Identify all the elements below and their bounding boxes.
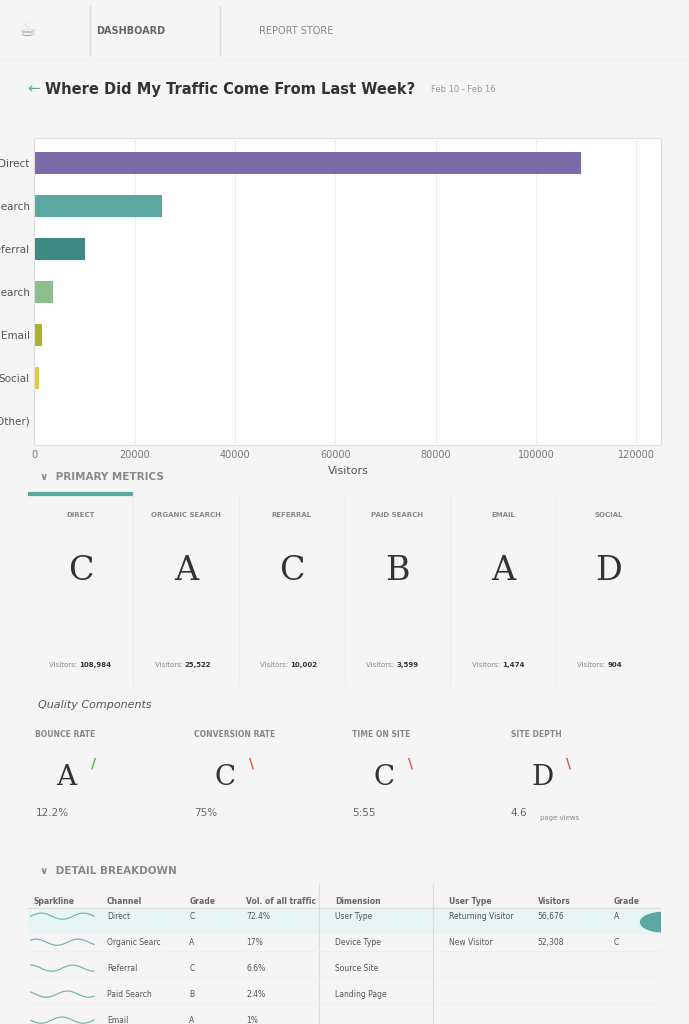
Text: Direct: Direct bbox=[107, 911, 130, 921]
Text: User Type: User Type bbox=[449, 897, 492, 905]
Circle shape bbox=[641, 912, 689, 932]
Text: B: B bbox=[385, 555, 409, 587]
Text: Visitors:: Visitors: bbox=[577, 662, 608, 668]
Text: 56,676: 56,676 bbox=[538, 911, 564, 921]
Text: 17%: 17% bbox=[246, 938, 263, 946]
Text: SOCIAL: SOCIAL bbox=[595, 512, 623, 518]
Text: Where Did My Traffic Come From Last Week?: Where Did My Traffic Come From Last Week… bbox=[45, 82, 415, 96]
Text: Visitors:: Visitors: bbox=[471, 662, 502, 668]
Text: A: A bbox=[614, 911, 619, 921]
Text: \: \ bbox=[408, 757, 413, 771]
Text: 2.4%: 2.4% bbox=[246, 989, 265, 998]
Bar bbox=[34, 196, 163, 217]
Text: 4.6: 4.6 bbox=[511, 808, 528, 818]
Text: Sparkline: Sparkline bbox=[34, 897, 75, 905]
Bar bbox=[34, 239, 85, 260]
Text: BOUNCE RATE: BOUNCE RATE bbox=[36, 730, 96, 739]
Text: A: A bbox=[189, 938, 194, 946]
Text: \: \ bbox=[566, 757, 571, 771]
Text: B: B bbox=[189, 989, 194, 998]
Text: C: C bbox=[373, 764, 394, 791]
Bar bbox=[34, 282, 52, 302]
Text: 108,984: 108,984 bbox=[79, 662, 112, 668]
Bar bbox=[34, 153, 581, 174]
Text: C: C bbox=[68, 555, 93, 587]
Text: C: C bbox=[189, 964, 194, 973]
Text: Referral: Referral bbox=[107, 964, 137, 973]
Text: PAID SEARCH: PAID SEARCH bbox=[371, 512, 423, 518]
Text: A: A bbox=[189, 1016, 194, 1024]
Text: 904: 904 bbox=[608, 662, 622, 668]
Text: ORGANIC SEARCH: ORGANIC SEARCH bbox=[151, 512, 221, 518]
Text: 5:55: 5:55 bbox=[353, 808, 376, 818]
Text: Vol. of all traffic: Vol. of all traffic bbox=[246, 897, 316, 905]
Text: 75%: 75% bbox=[194, 808, 217, 818]
Bar bbox=[34, 367, 39, 388]
Text: C: C bbox=[614, 938, 619, 946]
Text: DASHBOARD: DASHBOARD bbox=[96, 26, 165, 36]
Text: Grade: Grade bbox=[614, 897, 640, 905]
Text: \: \ bbox=[249, 757, 254, 771]
Text: 1%: 1% bbox=[246, 1016, 258, 1024]
Text: 3,599: 3,599 bbox=[396, 662, 418, 668]
Text: Device Type: Device Type bbox=[335, 938, 381, 946]
FancyBboxPatch shape bbox=[28, 909, 319, 934]
Text: Visitors:: Visitors: bbox=[154, 662, 185, 668]
Text: Returning Visitor: Returning Visitor bbox=[449, 911, 514, 921]
Text: C: C bbox=[189, 911, 194, 921]
Text: Paid Search: Paid Search bbox=[107, 989, 152, 998]
Text: Organic Searc: Organic Searc bbox=[107, 938, 161, 946]
Text: ←: ← bbox=[28, 82, 41, 96]
Text: EMAIL: EMAIL bbox=[491, 512, 515, 518]
Text: ☕: ☕ bbox=[19, 22, 37, 40]
Text: Source Site: Source Site bbox=[335, 964, 378, 973]
Text: 72.4%: 72.4% bbox=[246, 911, 270, 921]
Text: D: D bbox=[595, 555, 622, 587]
FancyBboxPatch shape bbox=[319, 909, 433, 934]
Text: REPORT STORE: REPORT STORE bbox=[259, 26, 333, 36]
Text: page views: page views bbox=[540, 815, 579, 821]
Text: REFERRAL: REFERRAL bbox=[271, 512, 311, 518]
X-axis label: Visitors: Visitors bbox=[327, 466, 369, 476]
Bar bbox=[34, 324, 42, 345]
Text: Visitors:: Visitors: bbox=[260, 662, 291, 668]
Text: Feb 10 - Feb 16: Feb 10 - Feb 16 bbox=[431, 85, 495, 93]
Text: Visitors:: Visitors: bbox=[366, 662, 396, 668]
Text: DIRECT: DIRECT bbox=[66, 512, 94, 518]
Text: New Visitor: New Visitor bbox=[449, 938, 493, 946]
Text: Email: Email bbox=[107, 1016, 128, 1024]
Text: Visitors: Visitors bbox=[538, 897, 570, 905]
Text: Landing Page: Landing Page bbox=[335, 989, 387, 998]
Text: Visitors:: Visitors: bbox=[49, 662, 79, 668]
Text: Channel: Channel bbox=[107, 897, 142, 905]
Text: 52,308: 52,308 bbox=[538, 938, 564, 946]
Text: User Type: User Type bbox=[335, 911, 372, 921]
Text: A: A bbox=[491, 555, 515, 587]
Text: SITE DEPTH: SITE DEPTH bbox=[511, 730, 562, 739]
FancyBboxPatch shape bbox=[433, 909, 661, 934]
Text: 1,474: 1,474 bbox=[502, 662, 524, 668]
Text: 10,002: 10,002 bbox=[291, 662, 318, 668]
Text: Quality Components: Quality Components bbox=[38, 700, 152, 710]
Text: D: D bbox=[531, 764, 554, 791]
Text: 12.2%: 12.2% bbox=[36, 808, 69, 818]
Text: A: A bbox=[56, 764, 76, 791]
Text: 25,522: 25,522 bbox=[185, 662, 212, 668]
Text: C: C bbox=[214, 764, 236, 791]
Text: /: / bbox=[91, 757, 96, 771]
Text: Dimension: Dimension bbox=[335, 897, 380, 905]
Text: 6.6%: 6.6% bbox=[246, 964, 265, 973]
Text: A: A bbox=[174, 555, 198, 587]
Text: C: C bbox=[279, 555, 305, 587]
Text: CONVERSION RATE: CONVERSION RATE bbox=[194, 730, 275, 739]
Text: Grade: Grade bbox=[189, 897, 215, 905]
Text: ∨  DETAIL BREAKDOWN: ∨ DETAIL BREAKDOWN bbox=[40, 865, 177, 876]
Text: ∨  PRIMARY METRICS: ∨ PRIMARY METRICS bbox=[40, 472, 164, 482]
Text: TIME ON SITE: TIME ON SITE bbox=[353, 730, 411, 739]
